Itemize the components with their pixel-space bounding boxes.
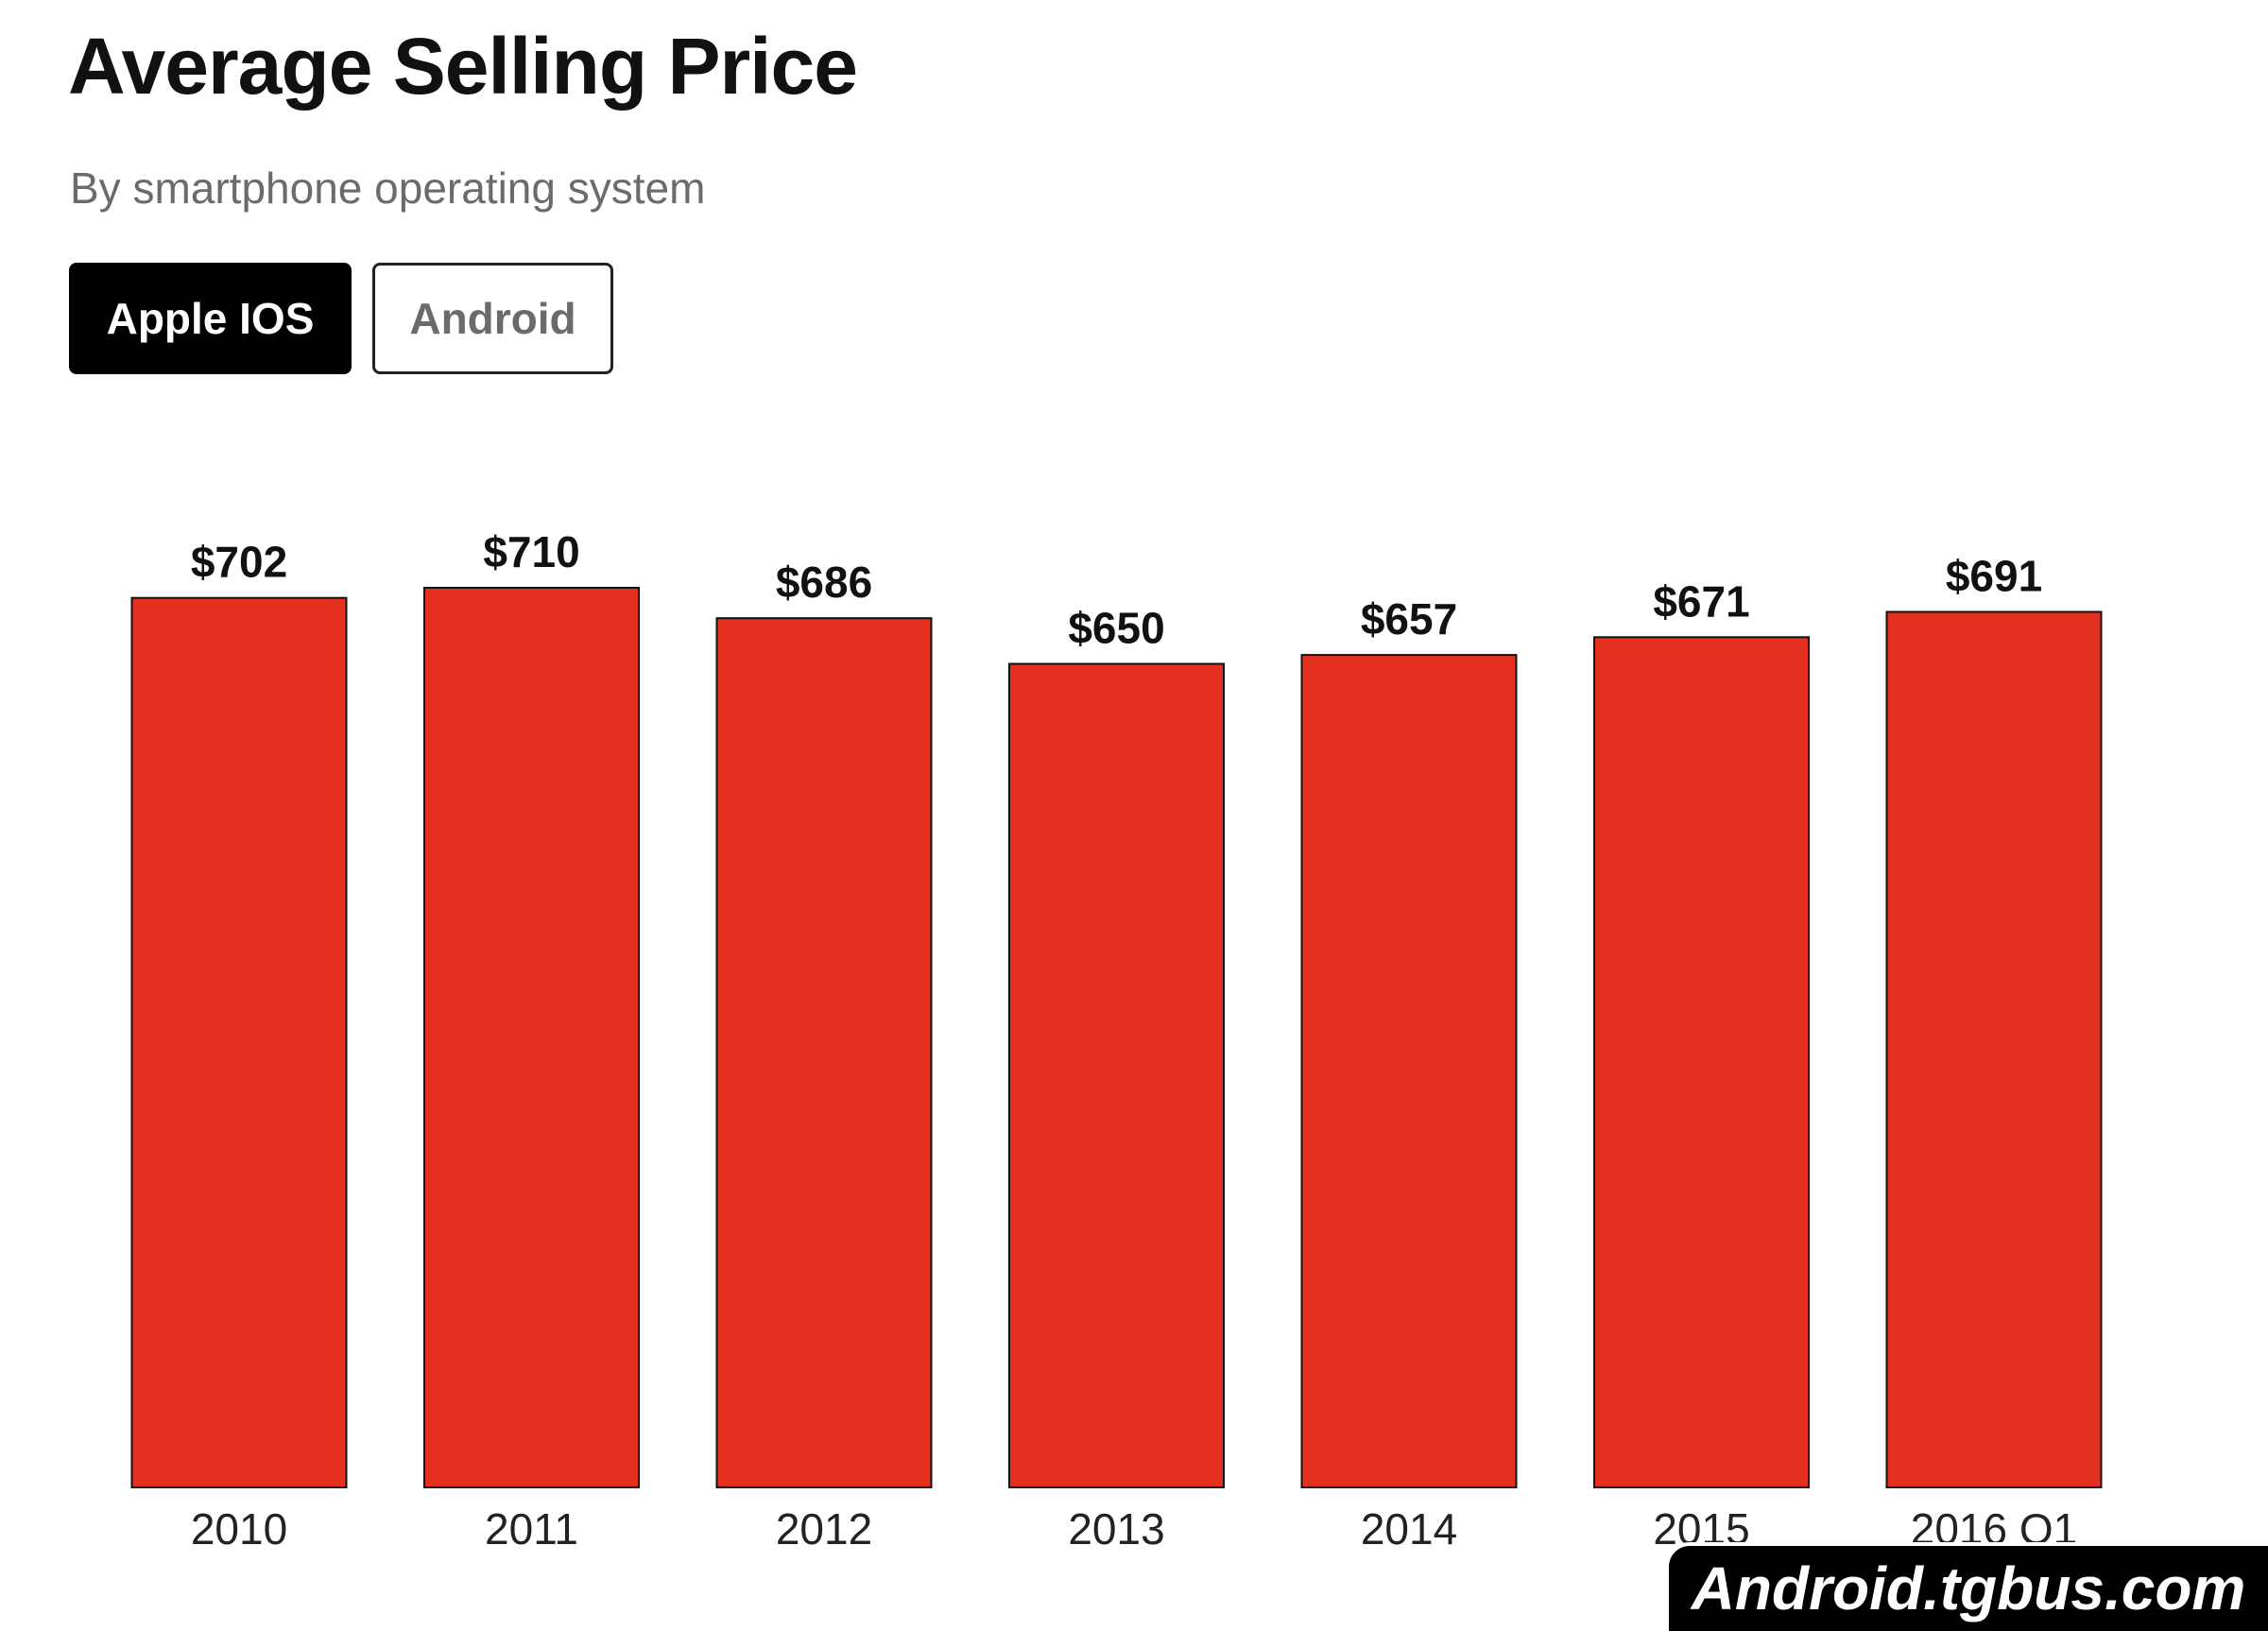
bar-2012 <box>715 617 933 1488</box>
data-label: $710 <box>483 527 579 576</box>
bar-2014 <box>1300 654 1518 1488</box>
data-label: $671 <box>1653 576 1749 626</box>
data-label: $686 <box>776 558 872 607</box>
data-label: $650 <box>1068 604 1164 653</box>
bar-2016-q1 <box>1885 610 2103 1488</box>
x-tick-label: 2010 <box>191 1504 287 1554</box>
watermark: Android.tgbus.com <box>1665 1542 2268 1631</box>
x-tick-label: 2013 <box>1068 1504 1164 1554</box>
data-label: $657 <box>1361 594 1457 644</box>
bar-2011 <box>423 587 640 1488</box>
tab-android[interactable]: Android <box>372 263 613 374</box>
chart-title: Average Selling Price <box>68 22 858 111</box>
x-tick-label: 2012 <box>776 1504 872 1554</box>
x-tick-label: 2011 <box>485 1504 578 1554</box>
data-label: $691 <box>1946 552 2042 601</box>
bar-2010 <box>130 596 348 1488</box>
data-label: $702 <box>191 538 287 587</box>
chart-subtitle: By smartphone operating system <box>70 163 706 213</box>
bar-2013 <box>1008 662 1225 1488</box>
x-tick-label: 2014 <box>1361 1504 1457 1554</box>
bar-2015 <box>1593 636 1810 1488</box>
tab-apple-ios[interactable]: Apple IOS <box>69 263 352 374</box>
